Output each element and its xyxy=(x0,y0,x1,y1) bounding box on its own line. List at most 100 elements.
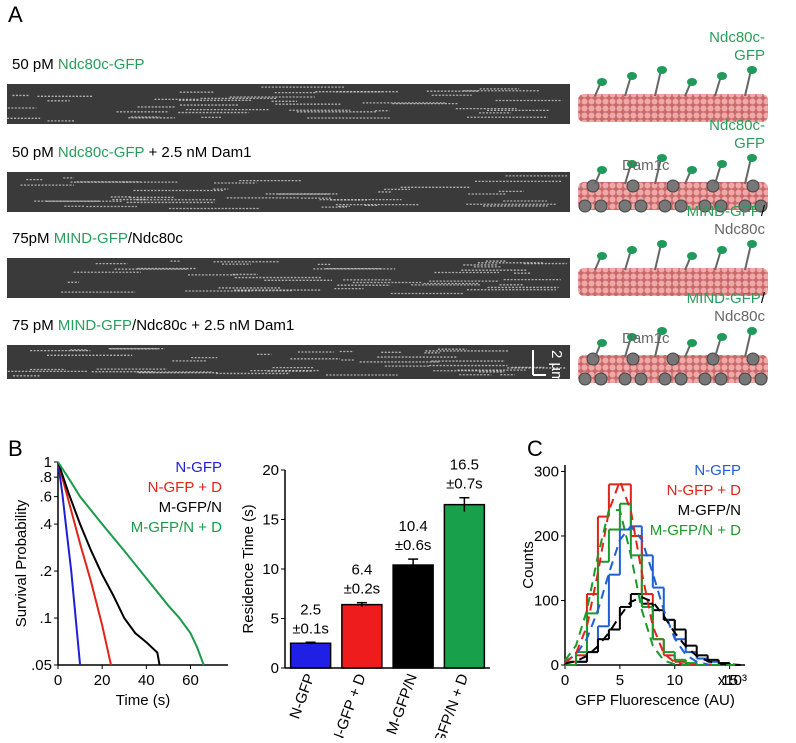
ndc80-head xyxy=(687,339,697,347)
dam1-ring xyxy=(658,199,672,213)
label-part: 75 pM xyxy=(12,317,58,334)
y-tick-label: 15 xyxy=(262,512,279,529)
ndc80-head xyxy=(717,160,727,168)
ndc80-head xyxy=(657,66,667,74)
x-tick-label: 20 xyxy=(94,672,111,689)
label-part: / xyxy=(761,203,766,220)
ndc80-head xyxy=(687,166,697,174)
dam1-ring xyxy=(754,199,768,213)
dam1-ring xyxy=(634,199,648,213)
ndc80-stalk xyxy=(744,69,752,97)
y-tick-label: .1 xyxy=(39,610,52,627)
ndc80-stalk xyxy=(654,157,662,185)
label-part: + 2.5 nM Dam1 xyxy=(144,144,251,161)
x-tick-label: 0 xyxy=(561,672,569,689)
legend-entry: N-GFP + D xyxy=(667,482,741,499)
label-part: 50 pM xyxy=(12,144,58,161)
label: MIND-GFP/ xyxy=(687,203,766,220)
label: GFP xyxy=(734,47,765,64)
y-axis-label: Survival Probability xyxy=(13,499,30,627)
value-label: 2.5 xyxy=(300,601,321,618)
label-part: Ndc80c xyxy=(714,221,765,238)
value-label: ±0.1s xyxy=(292,620,329,637)
bar xyxy=(443,503,486,669)
bar xyxy=(289,642,332,669)
x-tick-label: N-GFP + D xyxy=(328,671,369,738)
y-tick-label: .05 xyxy=(31,657,52,674)
dam1-ring xyxy=(666,179,680,193)
label-part: Ndc80c- xyxy=(709,117,765,134)
dam1-ring xyxy=(594,372,608,386)
ndc80-stalk xyxy=(744,330,752,358)
label: 50 pM Ndc80c-GFP xyxy=(12,56,145,73)
label-part: MIND-GFP xyxy=(58,317,132,334)
ndc80-head xyxy=(717,72,727,80)
dam1-ring xyxy=(674,199,688,213)
label-part: Ndc80c- xyxy=(709,29,765,46)
x-tick-label: 15 xyxy=(721,672,738,689)
x-axis-label: GFP Fluorescence (AU) xyxy=(575,692,735,709)
y-tick-label: .8 xyxy=(39,469,52,486)
y-tick-label: 300 xyxy=(534,463,559,480)
ndc80-head xyxy=(747,327,757,335)
dam1-ring xyxy=(714,372,728,386)
x-axis-label: Time (s) xyxy=(116,692,170,709)
ndc80-head xyxy=(627,160,637,168)
ndc80-head xyxy=(687,252,697,260)
label-part: 50 pM xyxy=(12,56,58,73)
label-part: MIND-GFP xyxy=(54,230,128,247)
label-part: GFP xyxy=(734,47,765,64)
y-tick-label: .6 xyxy=(39,489,52,506)
y-tick-label: 200 xyxy=(534,528,559,545)
y-tick-label: 5 xyxy=(271,611,279,628)
label: 50 pM Ndc80c-GFP + 2.5 nM Dam1 xyxy=(12,144,251,161)
value-label: ±0.6s xyxy=(395,537,432,554)
dam1-ring xyxy=(738,199,752,213)
x-tick-label: 0 xyxy=(54,672,62,689)
ndc80-head xyxy=(717,246,727,254)
label: Ndc80c- xyxy=(709,29,765,46)
dam1-ring xyxy=(658,372,672,386)
y-tick-label: 100 xyxy=(534,592,559,609)
label-part: MIND-GFP xyxy=(687,203,761,220)
legend-entry: N-GFP xyxy=(175,459,222,476)
label: 75pM MIND-GFP/Ndc80c xyxy=(12,230,183,247)
y-tick-label: 1 xyxy=(44,454,52,471)
dam1-ring xyxy=(706,352,720,366)
bar xyxy=(341,603,383,669)
x-tick-label: 5 xyxy=(616,672,624,689)
microtubule xyxy=(578,268,768,296)
dam1-ring xyxy=(746,179,760,193)
dam1-ring xyxy=(666,352,680,366)
label-part: / xyxy=(761,290,766,307)
dam1-ring xyxy=(634,372,648,386)
dam1-ring xyxy=(754,372,768,386)
x-tick-label: N-GFP xyxy=(286,672,318,722)
kymograph xyxy=(7,84,570,124)
dam1-ring xyxy=(698,372,712,386)
dam1-ring xyxy=(746,352,760,366)
dam1-ring xyxy=(586,352,600,366)
ndc80-head xyxy=(627,72,637,80)
y-axis-label: Counts xyxy=(520,541,537,589)
x-tick-label: 40 xyxy=(138,672,155,689)
label: MIND-GFP/ xyxy=(687,290,766,307)
survival-curve xyxy=(57,461,161,666)
panel-label: C xyxy=(527,436,543,461)
scale-label: 2 µm xyxy=(548,350,565,384)
value-label: ±0.2s xyxy=(344,581,381,598)
survival-curve xyxy=(57,461,112,666)
survival-curve xyxy=(57,461,82,666)
dam1-ring xyxy=(626,352,640,366)
ndc80-stalk xyxy=(744,157,752,185)
dam1-ring xyxy=(706,179,720,193)
y-tick-label: .4 xyxy=(39,516,52,533)
x-tick-label: 10 xyxy=(666,672,683,689)
ndc80-head xyxy=(627,333,637,341)
value-label: 10.4 xyxy=(399,518,428,535)
label: GFP xyxy=(734,135,765,152)
value-label: ±0.7s xyxy=(446,476,483,493)
scale-label: 2 s xyxy=(516,383,536,400)
legend-entry: N-GFP + D xyxy=(148,479,222,496)
